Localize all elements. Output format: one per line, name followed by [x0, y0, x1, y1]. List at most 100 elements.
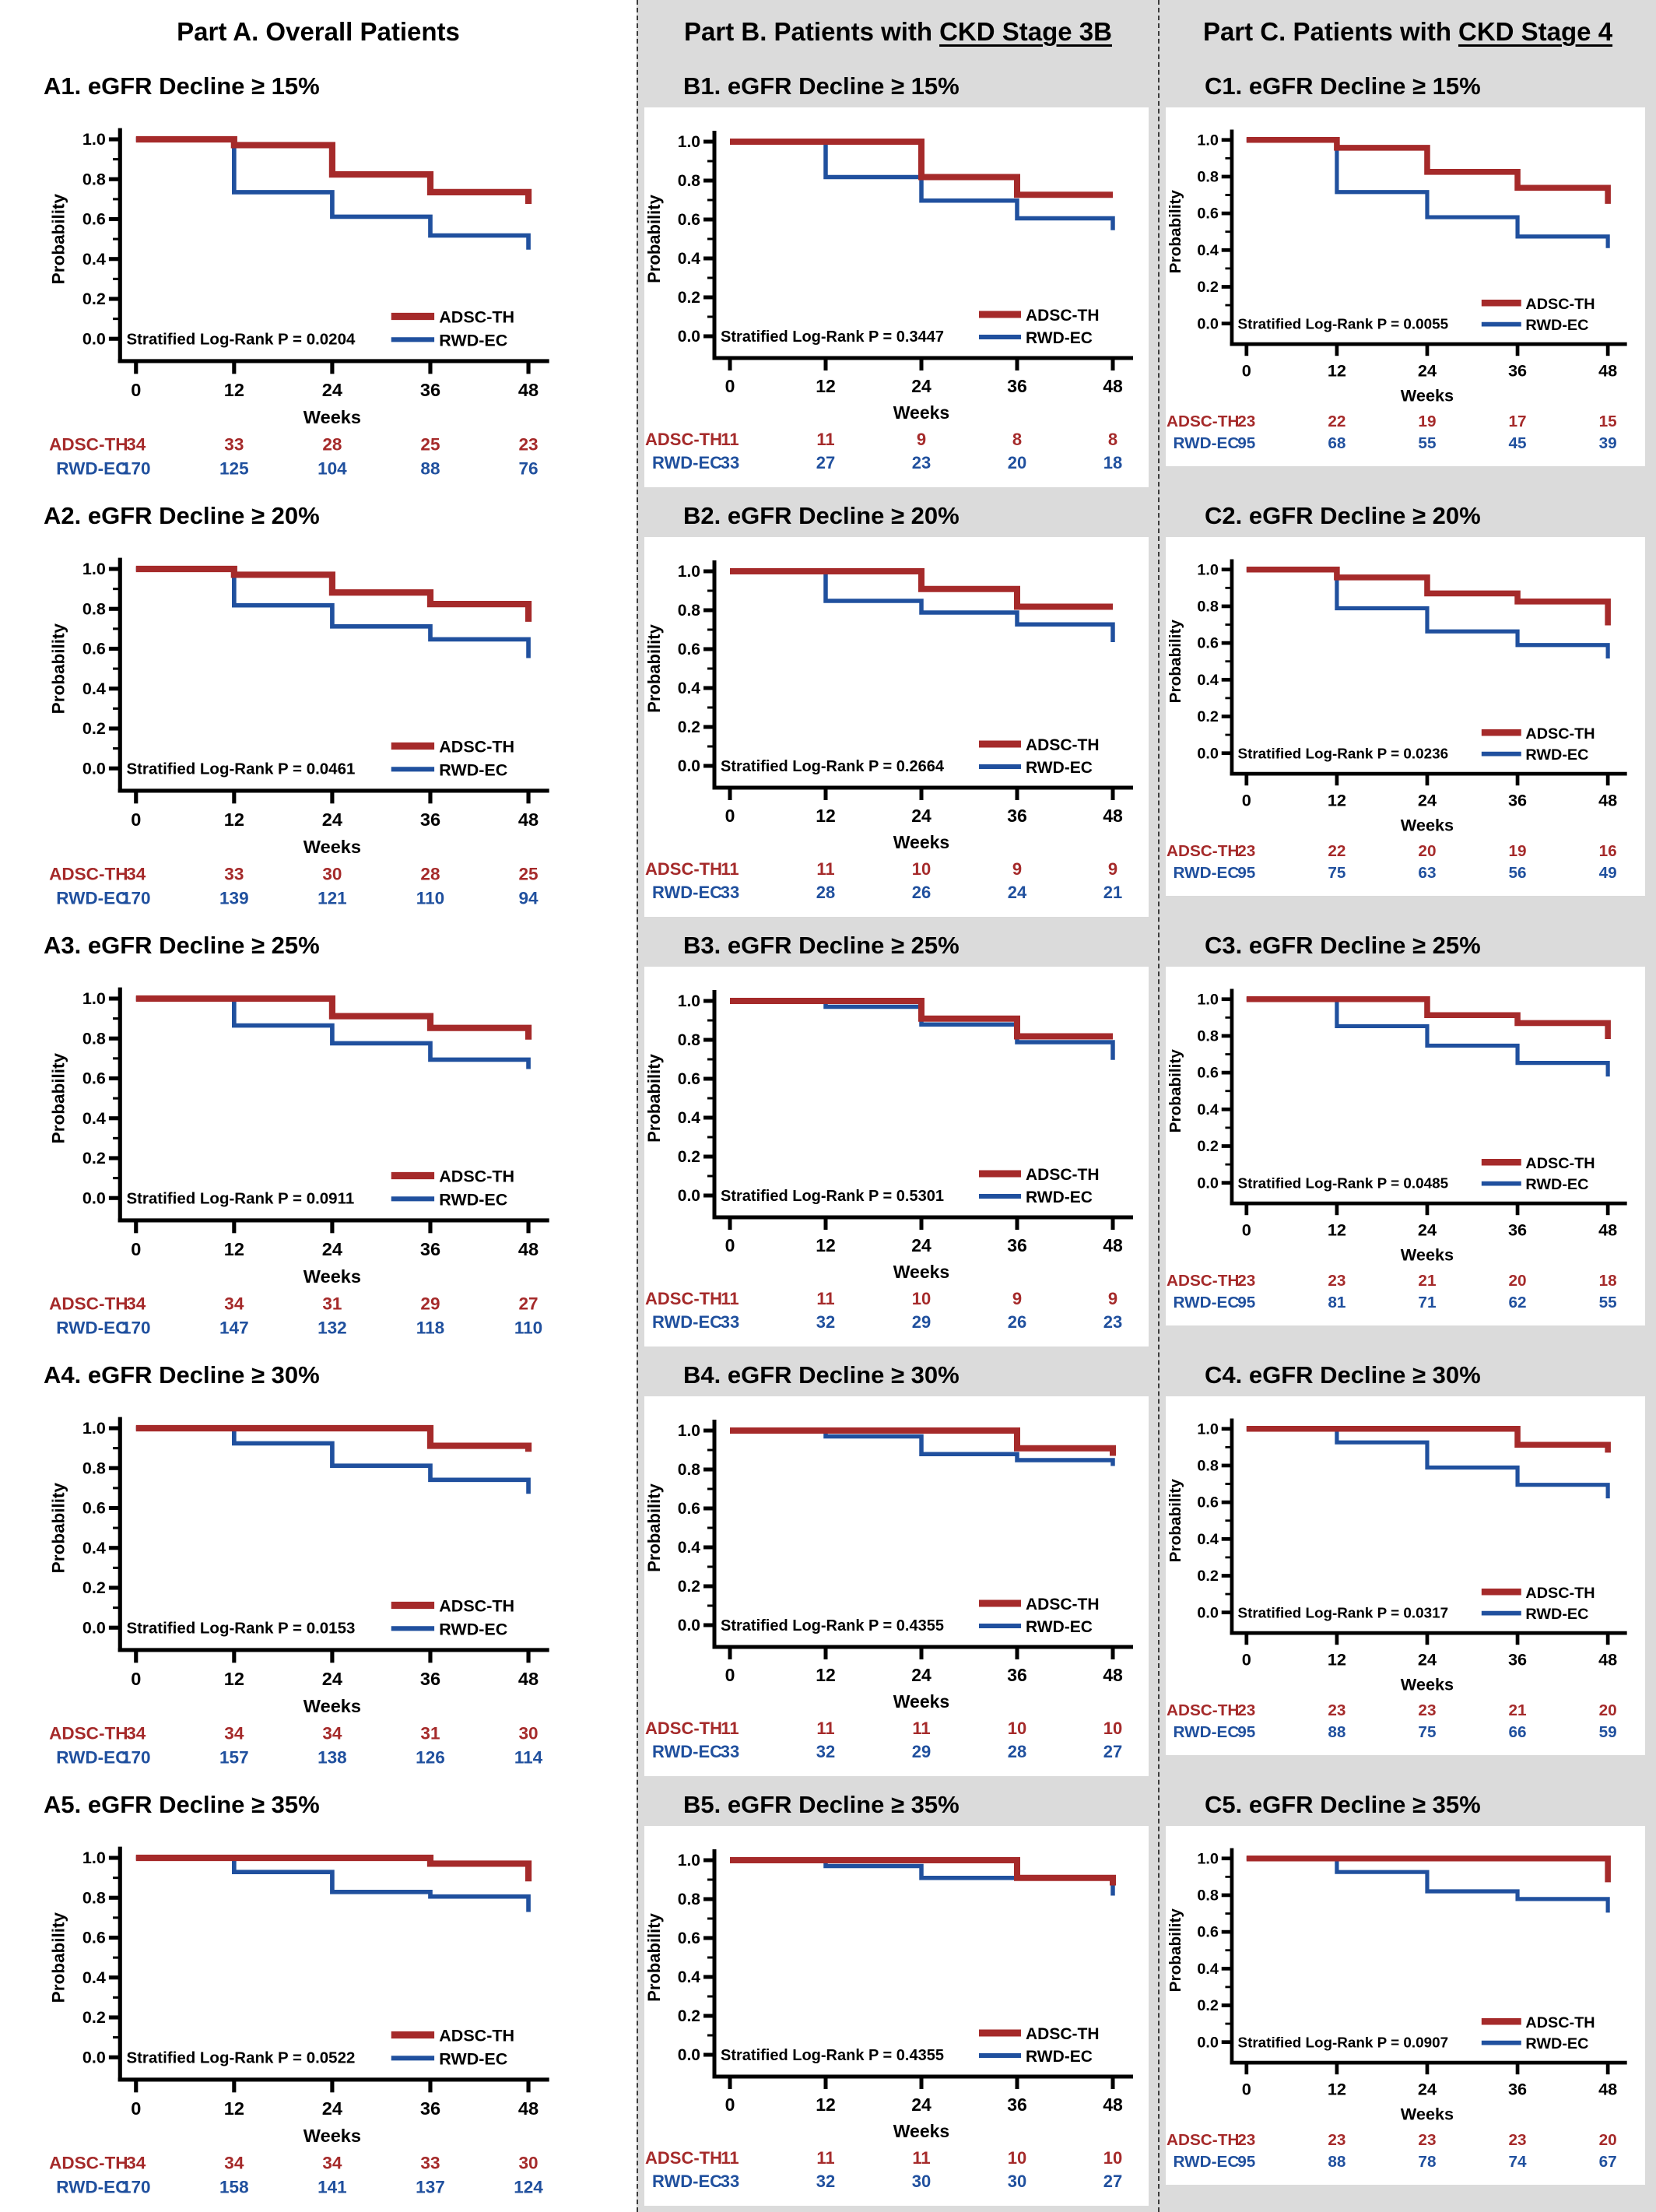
y-tick-label: 0.6 [82, 210, 106, 229]
risk-count-adsc-th: 31 [322, 1294, 342, 1314]
x-tick-label: 12 [1328, 2080, 1346, 2099]
y-tick-label: 0.6 [82, 1929, 106, 1947]
panel-box: Probability 1.0 0.8 0.6 0.4 0.2 0.0 0 12 24 36 48 We… [644, 1396, 1149, 1776]
risk-count-adsc-th: 34 [224, 1724, 244, 1743]
legend-label-rwd-ec: RWD-EC [1026, 759, 1093, 777]
panel-a4: A4. eGFR Decline ≥ 30% Probability 1.0 0.8 0… [0, 1353, 637, 1782]
legend-label-adsc-th: ADSC-TH [1525, 1155, 1595, 1172]
y-tick-label: 1.0 [1197, 561, 1219, 578]
x-tick-label: 48 [1103, 1665, 1123, 1685]
x-axis-title: Weeks [893, 1262, 949, 1282]
y-axis-title: Probability [644, 1483, 664, 1571]
risk-count-adsc-th: 15 [1599, 413, 1617, 430]
risk-count-adsc-th: 20 [1509, 1272, 1527, 1290]
y-tick-label: 0.0 [1197, 315, 1219, 332]
y-axis: 1.0 0.8 0.6 0.4 0.2 0.0 [678, 990, 717, 1220]
y-axis-title: Probability [1167, 1908, 1184, 1993]
risk-count-rwd-ec: 125 [219, 458, 249, 478]
risk-count-adsc-th: 34 [322, 1724, 342, 1743]
risk-count-adsc-th: 9 [1012, 1289, 1022, 1308]
legend: ADSC-TH RWD-EC [1481, 2014, 1595, 2052]
y-tick-label: 0.6 [1197, 1065, 1219, 1082]
legend-label-rwd-ec: RWD-EC [1525, 1176, 1588, 1193]
risk-count-rwd-ec: 170 [121, 888, 151, 908]
y-axis: 1.0 0.8 0.6 0.4 0.2 0.0 [678, 131, 717, 360]
y-tick-label: 0.4 [82, 1109, 106, 1128]
panel-box: Probability 1.0 0.8 0.6 0.4 0.2 0.0 0 12 24 36 48 We… [1166, 1826, 1645, 2186]
legend-label-adsc-th: ADSC-TH [1026, 736, 1100, 754]
legend-label-adsc-th: ADSC-TH [1026, 2025, 1100, 2043]
curve-rwd-ec [1246, 567, 1610, 658]
risk-count-rwd-ec: 32 [816, 1742, 835, 1761]
km-plot-b5: Probability 1.0 0.8 0.6 0.4 0.2 0.0 0 12 24 36 48 We… [644, 1849, 1133, 2191]
risk-count-rwd-ec: 94 [519, 888, 539, 908]
x-tick-label: 24 [322, 2098, 342, 2119]
column-b-header: Part B. Patients with CKD Stage 3B [638, 0, 1158, 64]
panel-box: Probability 1.0 0.8 0.6 0.4 0.2 0.0 0 12 24 36 48 We… [1166, 1396, 1645, 1756]
risk-count-adsc-th: 34 [126, 1294, 146, 1314]
y-tick-label: 0.0 [82, 759, 106, 778]
x-tick-label: 48 [1103, 806, 1123, 826]
x-tick-label: 12 [1328, 1650, 1346, 1670]
p-value-label: Stratified Log-Rank P = 0.0236 [1237, 745, 1448, 761]
x-axis-title: Weeks [1401, 816, 1454, 835]
panel-box: Probability 1.0 0.8 0.6 0.4 0.2 0.0 0 12 24 36 48 We… [644, 1826, 1149, 2206]
x-tick-label: 0 [725, 1235, 735, 1255]
legend: ADSC-TH RWD-EC [391, 308, 514, 349]
risk-count-adsc-th: 23 [1237, 1701, 1255, 1719]
panel-b5: B5. eGFR Decline ≥ 35% Probability 1.0 0.8 0… [638, 1782, 1158, 2212]
legend: ADSC-TH RWD-EC [979, 736, 1100, 777]
risk-count-rwd-ec: 126 [416, 1747, 445, 1767]
legend-label-adsc-th: ADSC-TH [1026, 307, 1100, 325]
y-tick-label: 0.4 [1197, 242, 1219, 259]
risk-row-label-rwd-ec: RWD-EC [56, 1747, 128, 1767]
risk-row-label-rwd-ec: RWD-EC [56, 458, 128, 478]
y-tick-label: 0.6 [82, 640, 106, 658]
y-tick-label: 0.6 [82, 1499, 106, 1518]
panel-title-b1: B1. eGFR Decline ≥ 15% [683, 72, 960, 100]
y-tick-label: 0.0 [678, 2046, 700, 2064]
column-c-header: Part C. Patients with CKD Stage 4 [1160, 0, 1656, 64]
panel-title-b2: B2. eGFR Decline ≥ 20% [683, 502, 960, 529]
panel-c2: C2. eGFR Decline ≥ 20% Probability 1.0 0.8 0… [1160, 493, 1656, 923]
p-value-label: Stratified Log-Rank P = 0.0055 [1237, 315, 1448, 332]
curve-rwd-ec [135, 996, 531, 1069]
panel-title-b3: B3. eGFR Decline ≥ 25% [683, 932, 960, 959]
y-tick-label: 0.0 [678, 1617, 700, 1634]
x-tick-label: 0 [725, 806, 735, 826]
risk-row-label-adsc-th: ADSC-TH [1167, 2131, 1239, 2149]
column-c-panels: C1. eGFR Decline ≥ 15% Probability 1.0 0.8 0… [1160, 64, 1656, 2212]
legend: ADSC-TH RWD-EC [979, 307, 1100, 347]
risk-count-rwd-ec: 157 [219, 1747, 249, 1767]
risk-count-rwd-ec: 147 [219, 1318, 249, 1337]
risk-count-adsc-th: 11 [721, 430, 739, 449]
legend-label-rwd-ec: RWD-EC [439, 331, 507, 349]
curve-rwd-ec [135, 1426, 531, 1494]
y-tick-label: 0.4 [678, 250, 701, 268]
risk-count-adsc-th: 9 [1108, 1289, 1117, 1308]
x-tick-label: 0 [1242, 791, 1251, 810]
risk-count-rwd-ec: 33 [721, 1312, 739, 1332]
risk-count-rwd-ec: 39 [1599, 434, 1617, 452]
y-tick-label: 0.8 [678, 172, 701, 190]
y-tick-label: 0.8 [1197, 1887, 1219, 1905]
risk-count-rwd-ec: 33 [721, 1742, 739, 1761]
x-tick-label: 0 [725, 376, 735, 396]
y-tick-label: 1.0 [82, 989, 106, 1008]
panel-title-c5: C5. eGFR Decline ≥ 35% [1205, 1791, 1481, 1818]
legend-label-adsc-th: ADSC-TH [1525, 296, 1595, 313]
risk-count-adsc-th: 33 [420, 2154, 440, 2173]
p-value-label: Stratified Log-Rank P = 0.5301 [721, 1188, 944, 1205]
y-axis-title: Probability [49, 1052, 68, 1143]
y-tick-label: 0.0 [82, 329, 106, 348]
risk-count-rwd-ec: 170 [121, 458, 151, 478]
risk-count-adsc-th: 11 [721, 1719, 739, 1738]
risk-count-adsc-th: 31 [420, 1724, 440, 1743]
risk-count-rwd-ec: 95 [1237, 434, 1255, 452]
risk-count-rwd-ec: 81 [1328, 1294, 1346, 1311]
x-tick-label: 12 [816, 1665, 836, 1685]
panel-b3: B3. eGFR Decline ≥ 25% Probability 1.0 0.8 0… [638, 923, 1158, 1353]
km-plot-c4: Probability 1.0 0.8 0.6 0.4 0.2 0.0 0 12 24 36 48 We… [1167, 1418, 1627, 1741]
